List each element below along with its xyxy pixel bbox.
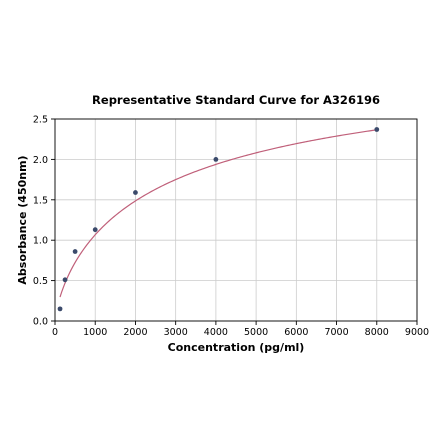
x-tick-label: 2000	[123, 327, 147, 338]
x-tick-label: 0	[52, 327, 58, 338]
x-tick-label: 4000	[204, 327, 228, 338]
data-points	[57, 127, 380, 312]
y-tick-label: 2.0	[33, 155, 48, 166]
y-tick-label: 0.5	[33, 276, 48, 287]
y-tick-label: 1.0	[33, 236, 48, 247]
y-axis-ticks: 0.0 0.5 1.0 1.5 2.0 2.5	[33, 115, 55, 328]
data-point	[92, 227, 98, 233]
x-axis-title: Concentration (pg/ml)	[168, 341, 305, 354]
x-tick-label: 5000	[244, 327, 268, 338]
data-point	[62, 277, 68, 283]
y-tick-label: 0.0	[33, 317, 48, 328]
fit-curve-layer	[59, 129, 377, 298]
plot-frame	[54, 118, 418, 322]
data-point	[213, 157, 219, 162]
data-point	[57, 306, 63, 312]
x-axis-ticks: 0 1000 2000 3000 4000 5000 6000 7000 8000 9000	[52, 321, 429, 338]
x-tick-label: 3000	[164, 327, 188, 338]
y-axis-title: Absorbance (450nm)	[16, 155, 29, 284]
x-tick-label: 9000	[405, 327, 429, 338]
x-tick-label: 6000	[284, 327, 308, 338]
y-tick-label: 2.5	[33, 115, 48, 126]
x-tick-label: 7000	[324, 327, 348, 338]
data-point	[72, 249, 78, 254]
data-point	[133, 190, 138, 195]
y-tick-label: 1.5	[33, 195, 48, 206]
x-tick-label: 1000	[83, 327, 107, 338]
x-tick-label: 8000	[365, 327, 389, 338]
data-point	[374, 127, 380, 132]
chart-title: Representative Standard Curve for A32619…	[92, 93, 380, 107]
fit-curve-line	[59, 129, 377, 298]
